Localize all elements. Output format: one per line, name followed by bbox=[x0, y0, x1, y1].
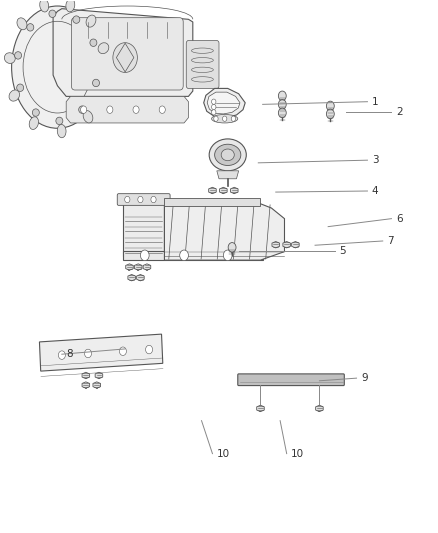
Circle shape bbox=[58, 351, 65, 359]
Text: 1: 1 bbox=[372, 96, 378, 107]
Ellipse shape bbox=[17, 84, 24, 92]
Polygon shape bbox=[164, 204, 285, 260]
Polygon shape bbox=[95, 372, 103, 378]
Circle shape bbox=[326, 101, 334, 111]
Polygon shape bbox=[126, 264, 133, 270]
Polygon shape bbox=[292, 241, 299, 248]
Polygon shape bbox=[283, 241, 290, 248]
Polygon shape bbox=[230, 187, 238, 193]
Circle shape bbox=[279, 91, 286, 101]
Ellipse shape bbox=[209, 139, 246, 171]
Polygon shape bbox=[143, 264, 151, 270]
Circle shape bbox=[120, 347, 127, 356]
Polygon shape bbox=[128, 274, 135, 281]
Ellipse shape bbox=[12, 6, 103, 128]
Text: 6: 6 bbox=[396, 214, 403, 224]
Text: 8: 8 bbox=[66, 349, 73, 359]
Ellipse shape bbox=[17, 18, 27, 30]
Polygon shape bbox=[82, 382, 90, 388]
Circle shape bbox=[326, 109, 334, 119]
Circle shape bbox=[231, 116, 236, 122]
Ellipse shape bbox=[92, 79, 99, 87]
Ellipse shape bbox=[27, 23, 34, 31]
Ellipse shape bbox=[32, 109, 39, 116]
FancyBboxPatch shape bbox=[117, 193, 170, 205]
Circle shape bbox=[107, 106, 113, 114]
Ellipse shape bbox=[57, 125, 66, 138]
Polygon shape bbox=[66, 96, 188, 123]
Circle shape bbox=[214, 116, 218, 122]
Polygon shape bbox=[93, 382, 101, 388]
Ellipse shape bbox=[86, 15, 96, 27]
Polygon shape bbox=[82, 372, 90, 378]
FancyBboxPatch shape bbox=[123, 203, 164, 256]
Text: 7: 7 bbox=[387, 236, 394, 246]
Polygon shape bbox=[207, 92, 240, 114]
Circle shape bbox=[223, 116, 227, 122]
Circle shape bbox=[279, 100, 286, 109]
Circle shape bbox=[81, 106, 87, 114]
Ellipse shape bbox=[29, 117, 39, 130]
Ellipse shape bbox=[73, 16, 80, 23]
Circle shape bbox=[151, 196, 156, 203]
Ellipse shape bbox=[212, 115, 238, 123]
Text: 9: 9 bbox=[361, 373, 367, 383]
Polygon shape bbox=[217, 171, 239, 179]
Polygon shape bbox=[219, 187, 227, 193]
Circle shape bbox=[228, 243, 236, 252]
Polygon shape bbox=[204, 88, 245, 118]
Ellipse shape bbox=[90, 39, 97, 46]
Ellipse shape bbox=[56, 117, 63, 125]
Ellipse shape bbox=[4, 53, 15, 63]
Text: 5: 5 bbox=[339, 246, 346, 255]
Circle shape bbox=[145, 345, 152, 354]
Circle shape bbox=[133, 106, 139, 114]
FancyBboxPatch shape bbox=[164, 198, 261, 206]
Circle shape bbox=[141, 250, 149, 261]
FancyBboxPatch shape bbox=[123, 251, 263, 260]
Ellipse shape bbox=[40, 0, 49, 12]
Ellipse shape bbox=[98, 43, 109, 54]
Ellipse shape bbox=[83, 111, 93, 123]
Ellipse shape bbox=[9, 90, 20, 101]
Ellipse shape bbox=[79, 106, 86, 114]
Circle shape bbox=[223, 250, 232, 261]
Ellipse shape bbox=[215, 144, 241, 165]
Polygon shape bbox=[137, 274, 144, 281]
Text: 2: 2 bbox=[396, 107, 403, 117]
FancyBboxPatch shape bbox=[71, 18, 183, 90]
Ellipse shape bbox=[49, 10, 56, 18]
Ellipse shape bbox=[14, 52, 21, 59]
Ellipse shape bbox=[221, 149, 234, 161]
Polygon shape bbox=[272, 241, 279, 248]
Text: 4: 4 bbox=[372, 186, 378, 196]
Circle shape bbox=[212, 104, 216, 110]
Circle shape bbox=[138, 196, 143, 203]
Circle shape bbox=[212, 110, 216, 115]
Polygon shape bbox=[208, 187, 216, 193]
Circle shape bbox=[159, 106, 165, 114]
Circle shape bbox=[85, 349, 92, 358]
Text: 3: 3 bbox=[372, 155, 378, 165]
Circle shape bbox=[125, 196, 130, 203]
Polygon shape bbox=[257, 405, 264, 411]
Circle shape bbox=[113, 43, 138, 72]
Circle shape bbox=[212, 99, 216, 104]
Ellipse shape bbox=[66, 0, 75, 12]
FancyBboxPatch shape bbox=[186, 41, 219, 88]
FancyBboxPatch shape bbox=[238, 374, 344, 385]
Circle shape bbox=[279, 108, 286, 118]
Polygon shape bbox=[39, 334, 163, 371]
Polygon shape bbox=[316, 405, 323, 411]
Polygon shape bbox=[53, 9, 193, 96]
Polygon shape bbox=[134, 264, 142, 270]
Text: 10: 10 bbox=[217, 449, 230, 458]
Circle shape bbox=[180, 250, 188, 261]
Text: 10: 10 bbox=[291, 449, 304, 458]
